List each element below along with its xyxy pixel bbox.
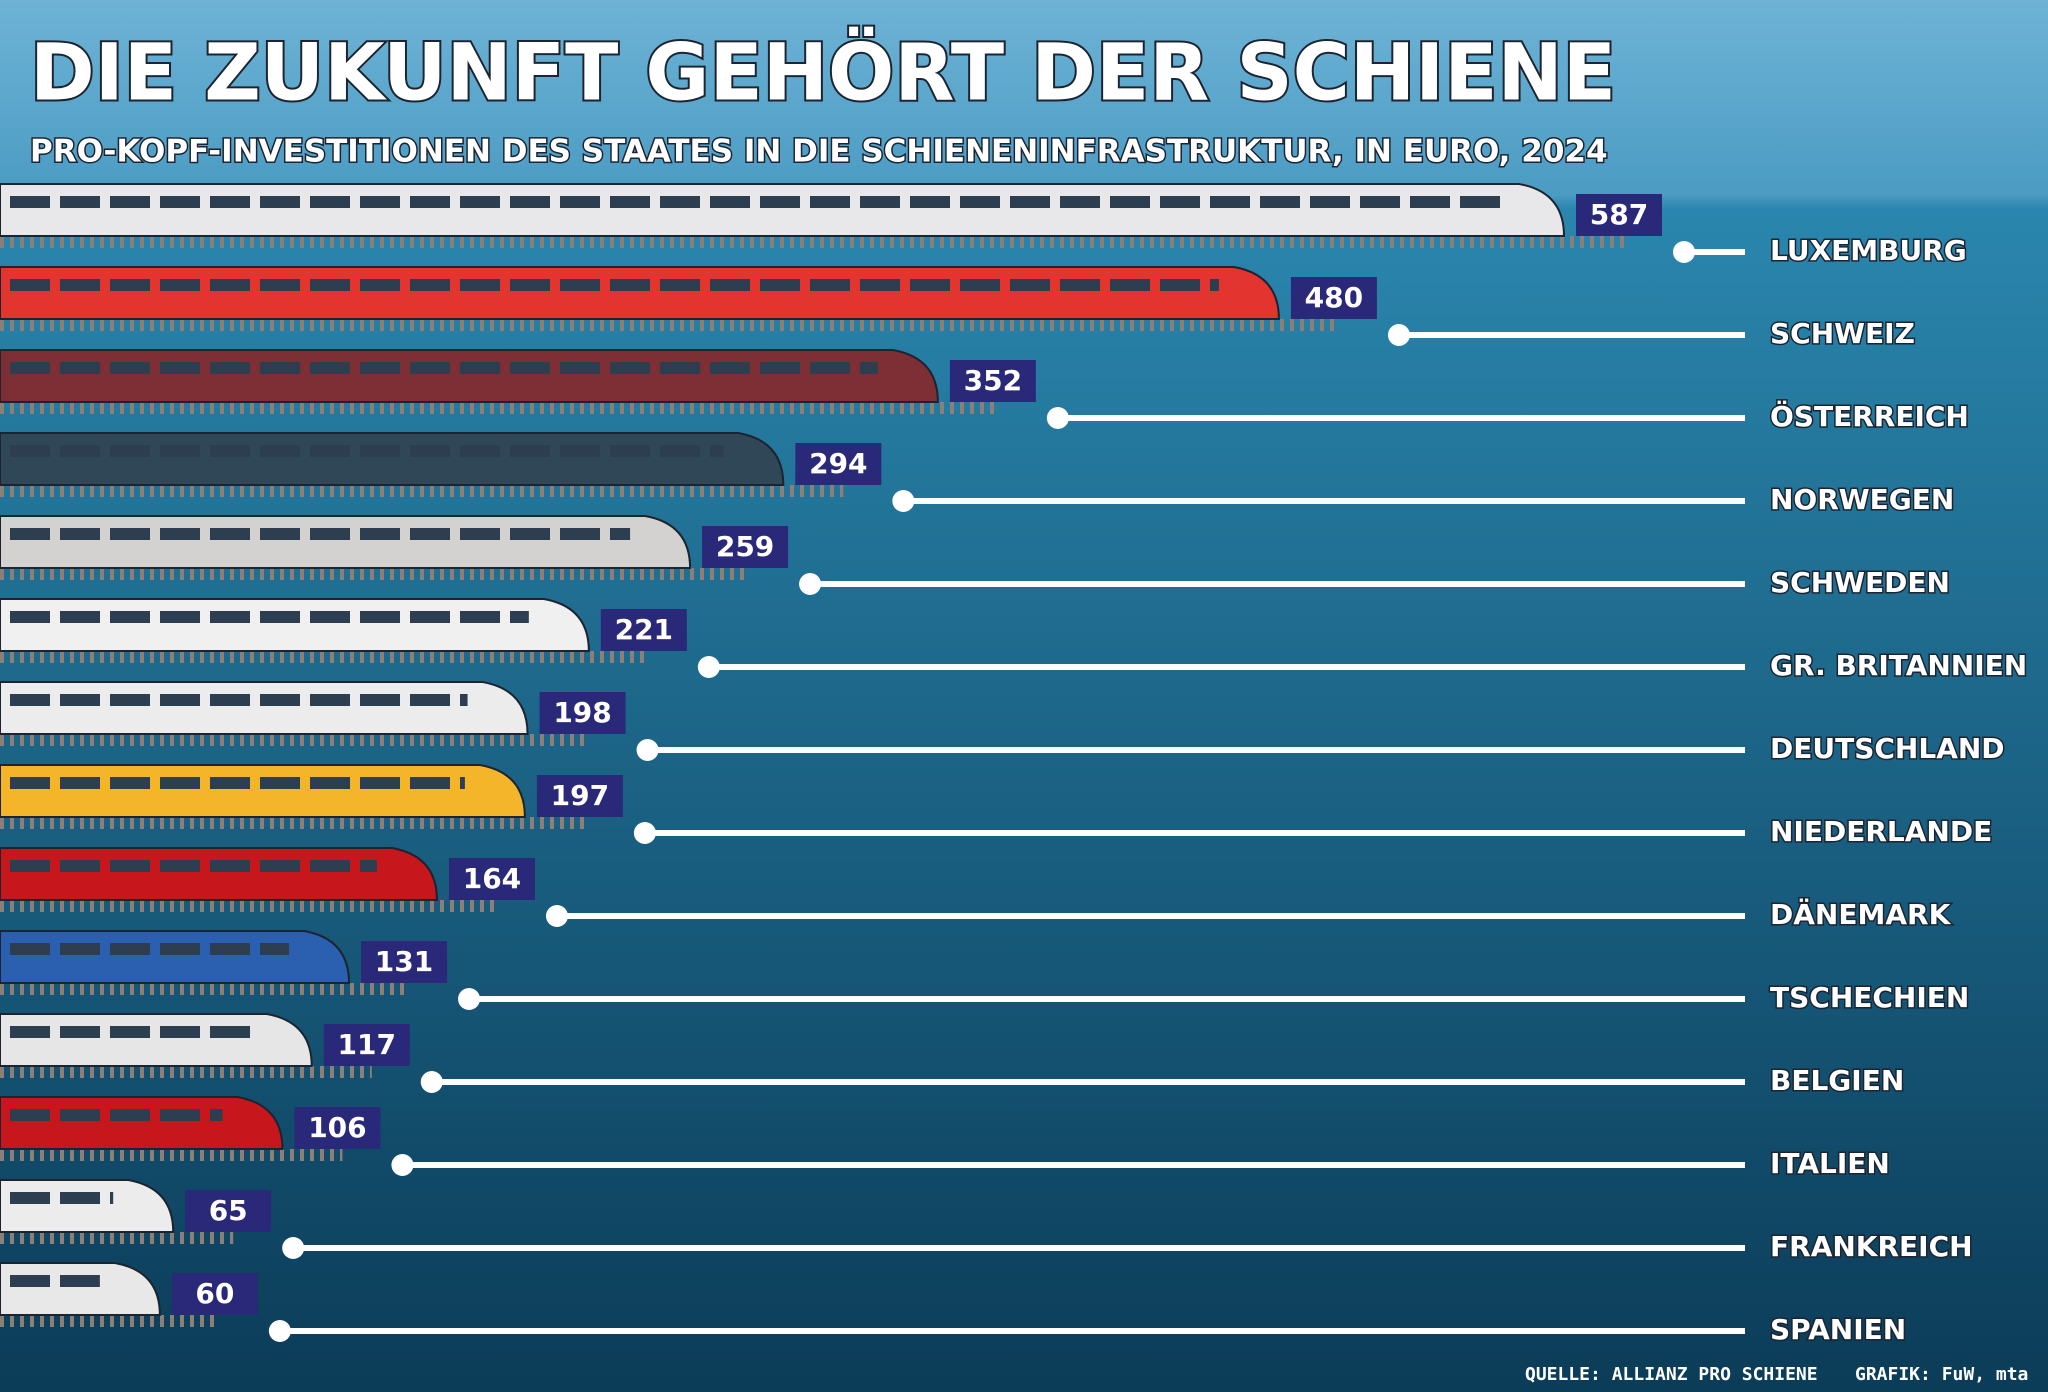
value-label: 117: [338, 1028, 396, 1061]
category-label: DEUTSCHLAND: [1770, 732, 2005, 765]
value-label: 259: [716, 530, 774, 563]
category-label: NORWEGEN: [1770, 483, 1954, 516]
value-label: 164: [463, 862, 521, 895]
value-label: 221: [615, 613, 673, 646]
category-label: SCHWEIZ: [1770, 317, 1915, 350]
leader-dot: [697, 656, 720, 678]
value-box: [323, 1024, 410, 1066]
category-label: FRANKREICH: [1770, 1230, 1973, 1263]
category-label: DÄNEMARK: [1770, 897, 1952, 931]
leader-dot: [391, 1154, 414, 1176]
train: [0, 1096, 284, 1150]
leader-dot: [458, 988, 481, 1010]
value-label: 131: [375, 945, 433, 978]
value-label: 587: [1590, 198, 1648, 231]
value-label: 480: [1305, 281, 1363, 314]
leader-dot: [1046, 407, 1069, 429]
value-box: [702, 526, 789, 568]
category-label: LUXEMBURG: [1770, 234, 1967, 267]
train: [0, 183, 1566, 237]
train: [0, 349, 939, 403]
category-label: TSCHECHIEN: [1770, 981, 1969, 1014]
value-label: 352: [964, 364, 1022, 397]
chart-subtitle: PRO-KOPF-INVESTITIONEN DES STAATES IN DI…: [30, 134, 1608, 170]
leader-dot: [892, 490, 915, 512]
value-box: [1290, 277, 1377, 319]
chart-title: DIE ZUKUNFT GEHÖRT DER SCHIENE: [30, 26, 1616, 118]
train: [0, 681, 529, 735]
value-box: [949, 360, 1036, 402]
leader-dot: [636, 739, 659, 761]
value-label: 60: [195, 1277, 234, 1310]
value-label: 198: [553, 696, 611, 729]
category-label: SCHWEDEN: [1770, 566, 1950, 599]
leader-dot: [1387, 324, 1410, 346]
source: QUELLE: ALLIANZ PRO SCHIENE: [1525, 1364, 1818, 1385]
value-box: [536, 775, 623, 817]
category-label: GR. BRITANNIEN: [1770, 649, 2027, 682]
credit: GRAFIK: FuW, mta: [1855, 1364, 2028, 1385]
value-box: [795, 443, 882, 485]
category-label: NIEDERLANDE: [1770, 815, 1992, 848]
value-box: [185, 1190, 272, 1232]
train: [0, 266, 1280, 320]
leader-dot: [282, 1237, 305, 1259]
category-label: ITALIEN: [1770, 1147, 1890, 1180]
train: [0, 598, 590, 652]
leader-dot: [545, 905, 568, 927]
train: [0, 764, 526, 818]
leader-dot: [420, 1071, 443, 1093]
value-label: 294: [809, 447, 867, 480]
leader-dot: [1673, 241, 1695, 263]
train: [0, 930, 351, 984]
train: [0, 1179, 175, 1233]
category-label: ÖSTERREICH: [1770, 399, 1969, 433]
train: [0, 432, 785, 486]
category-label: SPANIEN: [1770, 1313, 1906, 1346]
train: [0, 1013, 313, 1067]
train: [0, 847, 438, 901]
value-box: [294, 1107, 381, 1149]
value-label: 197: [551, 779, 609, 812]
value-box: [539, 692, 626, 734]
value-label: 65: [209, 1194, 248, 1227]
leader-dot: [268, 1320, 291, 1342]
value-box: [361, 941, 448, 983]
train: [0, 1262, 161, 1316]
value-box: [1576, 194, 1662, 236]
value-box: [600, 609, 687, 651]
value-box: [448, 858, 535, 900]
leader-dot: [799, 573, 822, 595]
leader-dot: [633, 822, 656, 844]
train: [0, 515, 692, 569]
value-box: [171, 1273, 258, 1315]
value-label: 106: [308, 1111, 366, 1144]
category-label: BELGIEN: [1770, 1064, 1904, 1097]
